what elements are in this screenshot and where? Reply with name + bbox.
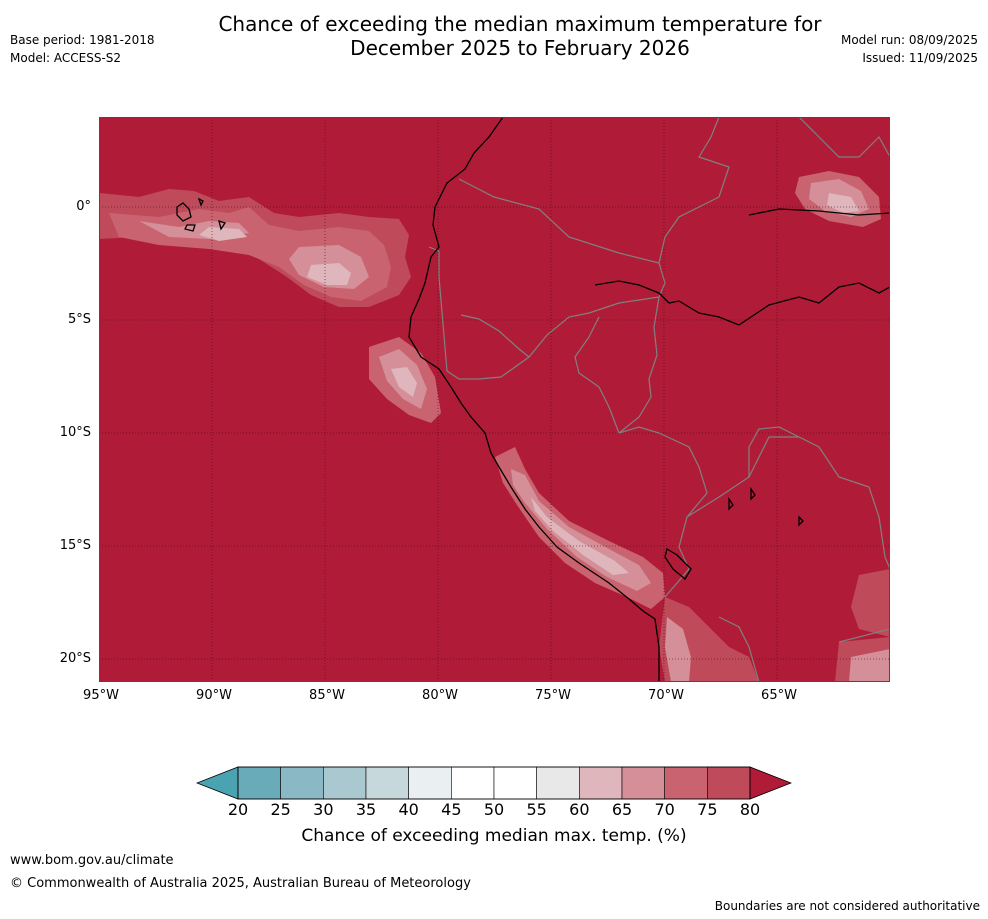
colorbar-tick-label: 75 xyxy=(697,800,718,819)
colorbar-segment xyxy=(579,766,623,800)
metadata-left: Base period: 1981-2018 Model: ACCESS-S2 xyxy=(10,31,155,67)
metadata-right: Model run: 08/09/2025 Issued: 11/09/2025 xyxy=(841,31,978,67)
footer-disclaimer: Boundaries are not considered authoritat… xyxy=(714,899,980,913)
x-tick-70w: 70°W xyxy=(648,688,684,703)
country-borders xyxy=(428,117,890,682)
x-tick-80w: 80°W xyxy=(422,688,458,703)
map-plot xyxy=(99,117,890,682)
colorbar-tick-label: 35 xyxy=(355,800,377,819)
colorbar-tick-label: 40 xyxy=(398,800,419,819)
amazon-river xyxy=(738,282,890,326)
contour-65-band-andes xyxy=(511,469,651,591)
y-tick-0: 0° xyxy=(76,199,91,214)
colorbar-segment xyxy=(493,766,537,800)
contour-60-band-pacific xyxy=(307,263,351,285)
colorbar-tick-label: 20 xyxy=(227,800,249,819)
colorbar-tick-label: 80 xyxy=(739,800,761,819)
contour-60-band-andes xyxy=(531,497,629,575)
colorbar-segment xyxy=(707,766,751,800)
amazon-river-lower xyxy=(658,292,740,326)
colorbar-tick-label: 30 xyxy=(313,800,334,819)
river-north xyxy=(748,208,890,216)
colorbar xyxy=(196,766,792,800)
chart-title: Chance of exceeding the median maximum t… xyxy=(0,12,988,60)
colorbar-segment xyxy=(280,766,324,800)
contour-60-band-pacific-2 xyxy=(199,227,247,241)
colorbar-segments xyxy=(237,766,751,800)
y-tick-5s: 5°S xyxy=(67,312,91,327)
colorbar-segment xyxy=(536,766,580,800)
title-line-2: December 2025 to February 2026 xyxy=(350,36,690,60)
y-tick-20s: 20°S xyxy=(59,651,91,666)
contour-65-band-chaco xyxy=(849,649,890,682)
amazon-river-upper xyxy=(594,280,660,294)
y-tick-10s: 10°S xyxy=(59,425,91,440)
coastline xyxy=(176,117,890,682)
contour-65-band-south-andes xyxy=(665,617,691,682)
footer-copyright: © Commonwealth of Australia 2025, Austra… xyxy=(10,876,471,891)
contour-75-band-chaco-1 xyxy=(851,569,890,637)
lake-titicaca xyxy=(664,547,692,580)
x-tick-85w: 85°W xyxy=(309,688,345,703)
contour-60-band-peru-offshore xyxy=(391,367,417,397)
small-lakes xyxy=(728,486,804,527)
x-tick-95w: 95°W xyxy=(83,688,119,703)
colorbar-tick-label: 45 xyxy=(441,800,462,819)
colorbar-tick-label: 65 xyxy=(611,800,633,819)
contour-60-band-amazon xyxy=(827,193,859,213)
colorbar-segment xyxy=(621,766,665,800)
colorbar-tick-label: 25 xyxy=(270,800,291,819)
x-tick-90w: 90°W xyxy=(196,688,232,703)
colorbar-segment xyxy=(451,766,495,800)
base-period: Base period: 1981-2018 xyxy=(10,33,155,47)
colorbar-tick-label: 60 xyxy=(569,800,590,819)
y-tick-15s: 15°S xyxy=(59,538,91,553)
title-line-1: Chance of exceeding the median maximum t… xyxy=(218,12,822,36)
colorbar-segment xyxy=(323,766,367,800)
probability-contours xyxy=(99,171,890,682)
colorbar-segment xyxy=(408,766,452,800)
colorbar-label: Chance of exceeding median max. temp. (%… xyxy=(301,826,687,846)
colorbar-tick-label: 70 xyxy=(654,800,675,819)
graticule xyxy=(99,117,890,682)
colorbar-segment xyxy=(664,766,708,800)
model-name: Model: ACCESS-S2 xyxy=(10,51,122,65)
issued-date: Issued: 11/09/2025 xyxy=(862,51,978,65)
x-tick-75w: 75°W xyxy=(535,688,571,703)
colorbar-tick-label: 50 xyxy=(483,800,505,819)
model-run: Model run: 08/09/2025 xyxy=(840,33,978,47)
colorbar-under-arrow xyxy=(196,766,239,800)
colorbar-tick-label: 55 xyxy=(526,800,547,819)
colorbar-segment xyxy=(365,766,409,800)
x-tick-65w: 65°W xyxy=(761,688,797,703)
colorbar-over-arrow xyxy=(749,766,792,800)
footer-url[interactable]: www.bom.gov.au/climate xyxy=(10,853,174,868)
galapagos-islands xyxy=(176,197,227,232)
colorbar-segment xyxy=(237,766,281,800)
